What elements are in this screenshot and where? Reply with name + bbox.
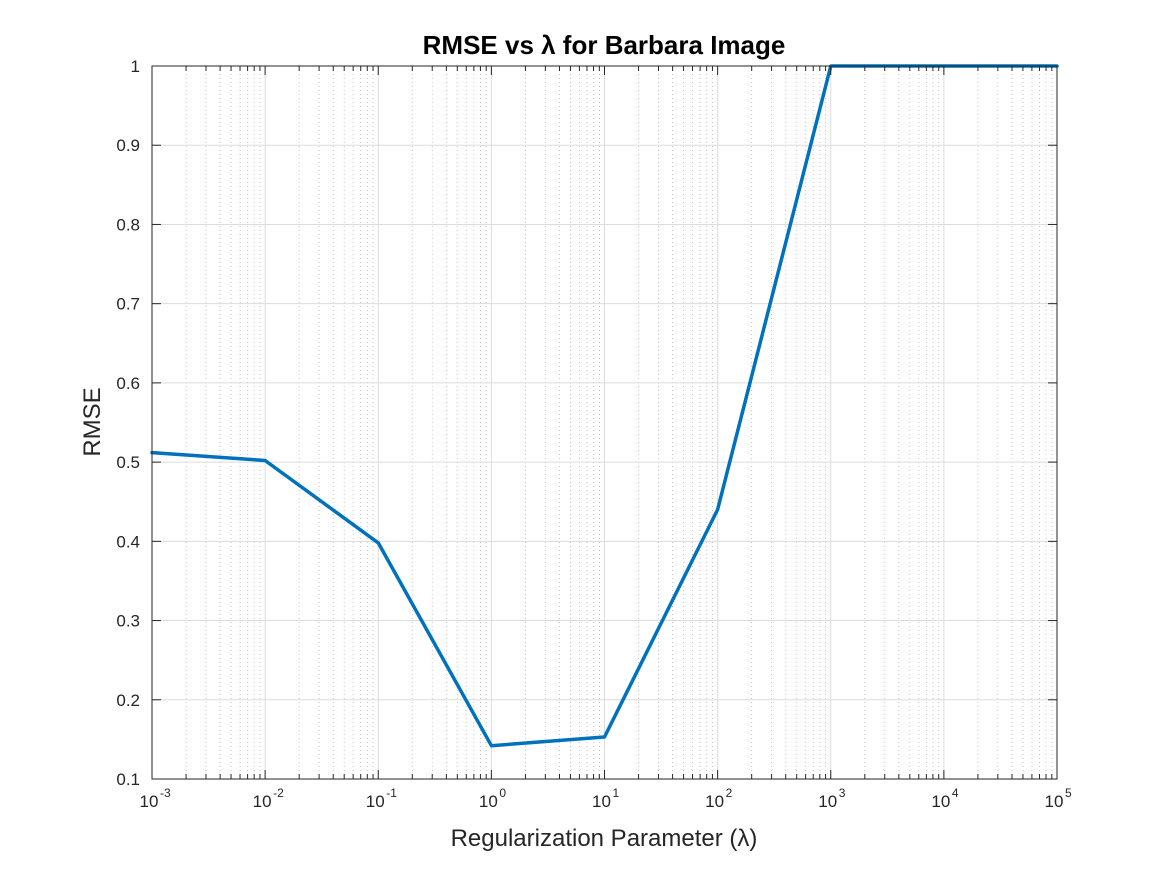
x-tick-label: 10: [253, 792, 272, 811]
y-tick-label: 0.4: [116, 532, 140, 551]
chart-title: RMSE vs λ for Barbara Image: [423, 30, 786, 60]
data-point: [716, 508, 719, 511]
data-point: [490, 744, 493, 747]
x-tick-exponent: 0: [499, 786, 506, 800]
data-point: [603, 735, 606, 739]
y-tick-labels: 0.1 0.2 0.3 0.4 0.5 0.6 0.7 0.8 0.9 1: [116, 57, 140, 789]
y-tick-label: 0.1: [116, 770, 140, 789]
x-tick-exponent: 2: [726, 786, 733, 800]
y-tick-label: 0.6: [116, 374, 140, 393]
x-tick-exponent: 1: [613, 786, 620, 800]
x-tick-label: 10: [818, 792, 837, 811]
minor-grid: [185, 66, 1053, 779]
x-tick-label: 10: [479, 792, 498, 811]
y-tick-label: 0.5: [116, 453, 140, 472]
y-tick-label: 1: [131, 57, 140, 76]
y-tick-label: 0.3: [116, 612, 140, 631]
x-axis-label: Regularization Parameter (λ): [451, 825, 758, 852]
y-tick-label: 0.9: [116, 136, 140, 155]
x-tick-label: 10: [705, 792, 724, 811]
y-axis-label: RMSE: [79, 387, 106, 456]
x-tick-exponent: 3: [839, 786, 846, 800]
x-tick-label: 10: [592, 792, 611, 811]
x-tick-exponent: 5: [1065, 786, 1072, 800]
data-point: [377, 541, 380, 545]
x-tick-label: 10: [931, 792, 950, 811]
x-tick-exponent: -2: [273, 786, 284, 800]
x-tick-label: 10: [1045, 792, 1064, 811]
ticks-layer: [151, 65, 1058, 780]
y-tick-label: 0.7: [116, 295, 140, 314]
y-tick-label: 0.2: [116, 691, 140, 710]
x-tick-exponent: 4: [952, 786, 959, 800]
y-tick-label: 0.8: [116, 215, 140, 234]
x-tick-exponent: -3: [160, 786, 171, 800]
x-tick-exponent: -1: [386, 786, 397, 800]
x-tick-label: 10: [140, 792, 159, 811]
data-point: [263, 459, 267, 462]
x-tick-labels: 10 -3 10 -2 10 -1 10 0 10 1 10 2 10 3 10 4 10 5: [140, 786, 1072, 811]
x-tick-label: 10: [366, 792, 385, 811]
